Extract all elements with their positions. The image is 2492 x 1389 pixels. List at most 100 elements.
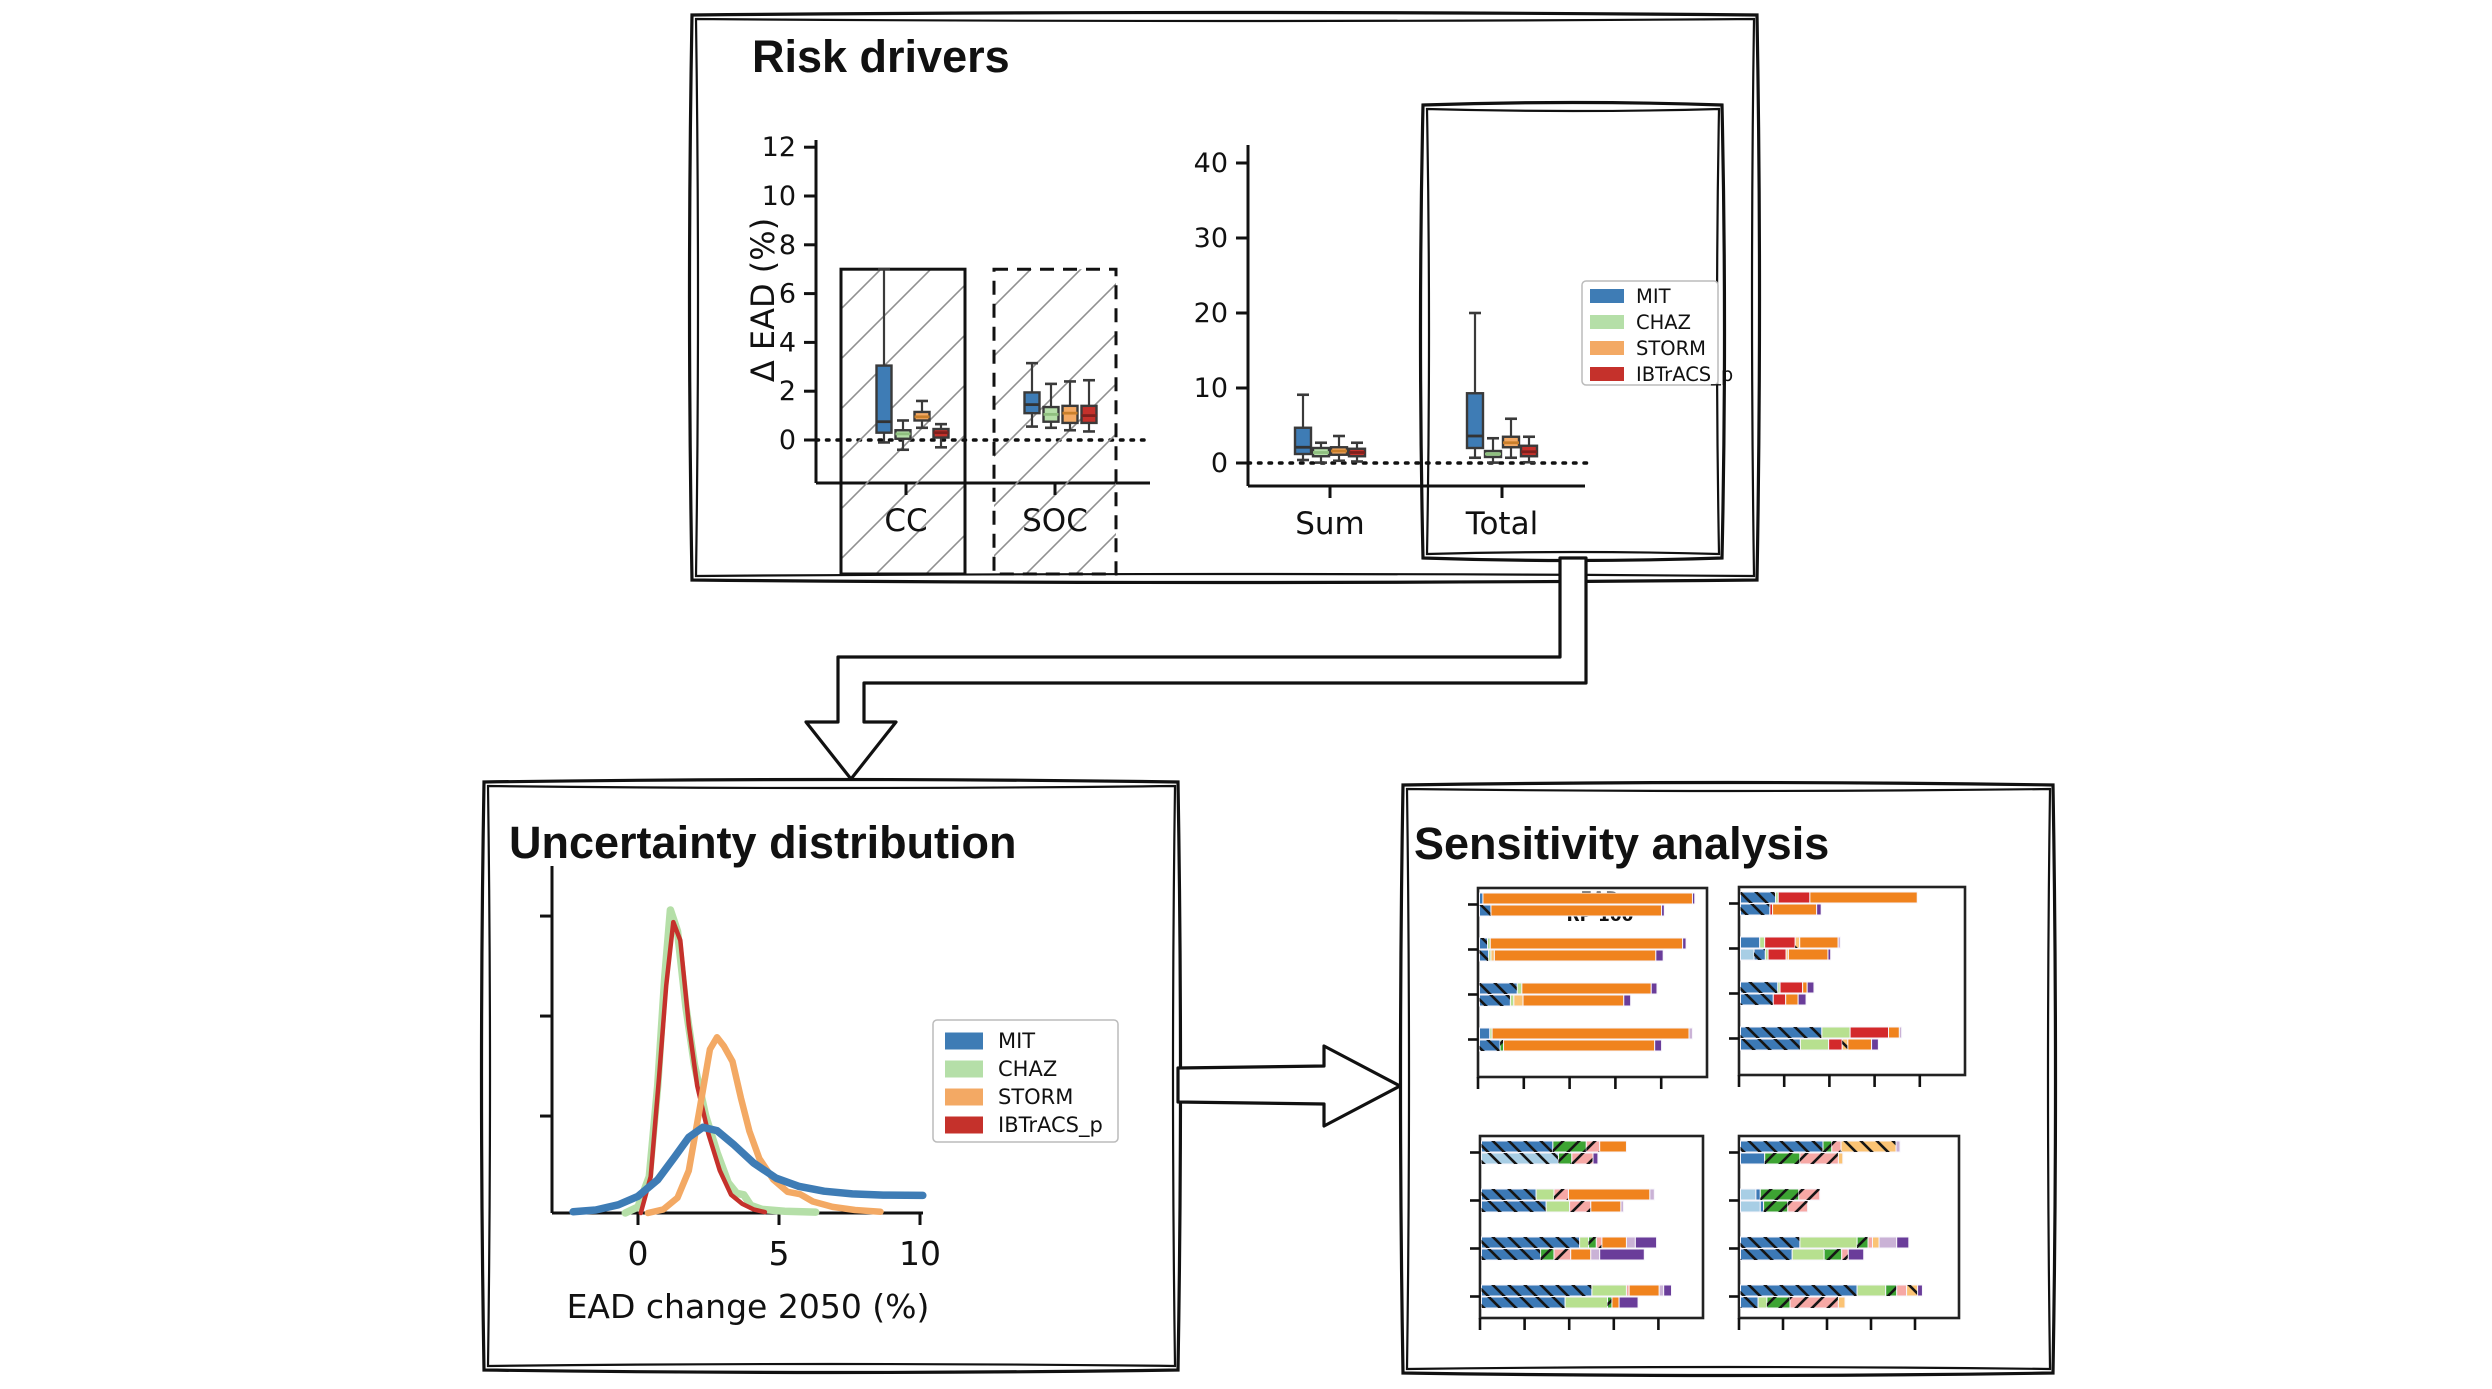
stacked-bar-ead [1481,1188,1655,1201]
bar-segment-hatch [1571,1153,1593,1164]
bar-segment [1896,1284,1908,1297]
boxplot-box [1023,391,1041,415]
stacked-bar-rp100 [1481,1296,1639,1309]
stacked-bar-ead [1479,1027,1693,1040]
bar-segment-hatch [1586,1141,1600,1152]
bar-segment [1740,948,1755,961]
stacked-bar-ead [1740,1284,1923,1297]
risk-left-ylabel: Δ EAD (%) [744,218,782,382]
stacked-bar-ead [1740,981,1815,994]
legend-label: IBTrACS_p [998,1113,1103,1138]
bar-segment [1837,936,1841,949]
bar-segment [1590,1200,1622,1213]
bar-segment-hatch [1831,1141,1842,1152]
y-tick-label: 10 [762,181,796,212]
stacked-bar-rp100 [1740,1248,1865,1261]
bar-segment [1797,993,1807,1006]
bar-segment-hatch [1481,1249,1541,1260]
bar-segment-hatch [1481,1201,1547,1212]
bar-segment-hatch [1588,1237,1597,1248]
bar-segment [1867,1236,1873,1249]
bar-segment-hatch [1607,1297,1612,1308]
panel-title-risk-drivers: Risk drivers [752,31,1010,82]
bar-segment-hatch [1823,1141,1832,1152]
density-curve-STORM [644,1034,884,1217]
frame-risk-drivers-inner-stroke [694,17,1756,578]
bar-segment-hatch [1754,949,1766,960]
bar-segment-hatch [1740,1141,1823,1152]
frame-total-highlight-inner-stroke [1425,107,1721,556]
stacked-bar-rp100 [1740,1296,1846,1309]
subplot-frame [1476,886,1709,1079]
bar-segment [1658,1284,1665,1297]
bar-segment [1509,994,1515,1007]
y-tick-label: 40 [1194,148,1228,179]
legend-label: STORM [1636,337,1706,360]
bar-segment-hatch [1760,1189,1799,1200]
bar-segment-hatch [1481,1237,1580,1248]
y-tick-label: 30 [1194,223,1228,254]
bar-segment-hatch [1740,1039,1801,1050]
arrow-uncertainty-to-sensitivity [1176,1044,1402,1128]
bar-segment [1896,1236,1910,1249]
stacked-bar-ead [1740,1236,1910,1249]
bar-segment [1663,1284,1672,1297]
stacked-bar-ead [1481,1236,1658,1249]
bar-segment-hatch [1479,1040,1501,1051]
chart-risk-left-boxplot: 0 2 4 6 8 10 12 CC SOC [762,132,1152,576]
bar-segment [1828,1038,1843,1051]
bar-segment [1799,1236,1858,1249]
sensitivity-subplot-4 [1729,1134,1961,1330]
uncertainty-legend [932,1019,1119,1143]
stacked-bar-rp100 [1479,904,1665,917]
y-tick-label: 0 [779,425,796,456]
subplot-frame [1737,1134,1961,1320]
bar-segment [1592,1152,1599,1165]
frame-uncertainty [479,777,1183,1375]
x-tick-label: 0 [628,1234,649,1273]
bar-segment [1618,1296,1639,1309]
bar-segment [1847,1248,1865,1261]
sensitivity-subplot-1 [1468,886,1709,1089]
bar-segment-hatch [1799,1153,1839,1164]
sensitivity-subplot-2 [1729,885,1967,1087]
bar-segment-hatch [1481,1285,1592,1296]
bar-segment [1591,1284,1627,1297]
arrow-risk-to-uncertainty [804,556,1588,781]
bar-segment [1787,948,1829,961]
bar-segment [1634,1236,1658,1249]
bar-segment-hatch [1479,995,1511,1006]
stacked-bar-ead [1740,936,1841,949]
stacked-bar-ead [1481,1284,1672,1297]
bar-segment [1479,1027,1491,1040]
bar-segment [1849,1026,1890,1039]
bar-segment [1821,1026,1851,1039]
stacked-bar-rp100 [1740,903,1822,916]
boxplot-box [1465,392,1485,450]
risk-legend [1581,280,1719,386]
bar-segment [1649,1188,1655,1201]
bar-segment [1888,1026,1900,1039]
stacked-bar-rp100 [1740,993,1807,1006]
bar-segment [1767,948,1787,961]
stacked-bar-rp100 [1740,948,1832,961]
group-label: Total [1465,506,1538,542]
bar-segment [1895,1140,1901,1153]
bar-segment-hatch [1795,937,1800,948]
boxplot-box [1293,426,1313,456]
bar-segment [1567,1188,1651,1201]
bar-segment [1740,936,1761,949]
bar-segment [1479,892,1484,905]
bar-segment [1856,1284,1887,1297]
stacked-bar-ead [1740,1140,1901,1153]
chart-sensitivity-bars [1468,885,1967,1330]
sensitivity-subplot-3 [1470,1134,1705,1330]
bar-segment [1785,993,1799,1006]
bar-segment [1590,1248,1601,1261]
bar-segment-hatch [1857,1237,1869,1248]
bar-segment [1623,994,1632,1007]
legend-label: CHAZ [1636,311,1691,334]
stacked-bar-ead [1740,1188,1821,1201]
frame-total-highlight [1418,100,1727,563]
frame-uncertainty-inner-stroke [486,784,1177,1368]
